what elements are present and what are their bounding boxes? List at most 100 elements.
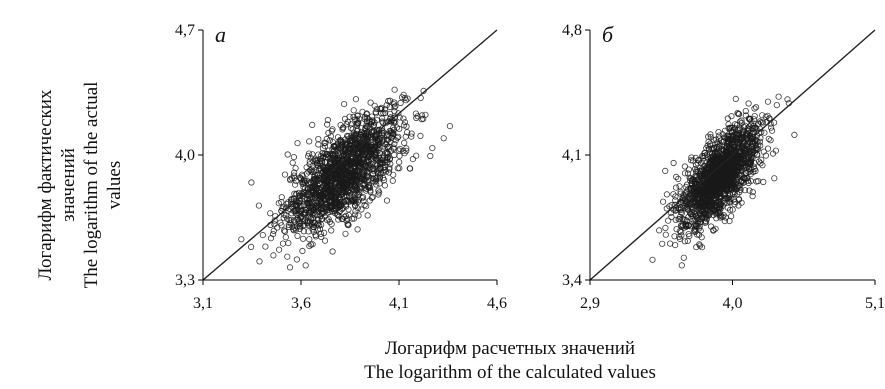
data-point: [356, 115, 363, 122]
data-point: [267, 210, 274, 217]
data-point: [716, 186, 723, 193]
data-point: [396, 152, 403, 159]
data-point: [259, 232, 266, 239]
data-point: [313, 157, 320, 164]
data-point: [340, 148, 347, 155]
data-point: [734, 110, 741, 117]
data-point: [278, 194, 285, 201]
data-point: [694, 231, 701, 238]
data-point: [392, 119, 399, 126]
data-point: [332, 194, 339, 201]
data-point: [693, 172, 700, 179]
data-point: [381, 166, 388, 174]
data-point: [341, 147, 348, 154]
data-point: [290, 154, 297, 161]
data-point: [319, 159, 326, 166]
data-point: [299, 247, 306, 255]
data-point: [317, 198, 325, 205]
data-point: [362, 124, 369, 132]
data-point: [768, 127, 776, 134]
data-point: [313, 203, 320, 210]
data-point: [717, 205, 724, 212]
data-point: [364, 173, 371, 180]
data-point: [302, 262, 309, 269]
data-point: [680, 254, 687, 261]
data-point: [300, 202, 308, 209]
data-point: [697, 198, 704, 205]
data-point: [746, 123, 753, 130]
data-point: [715, 193, 723, 200]
data-point: [673, 226, 680, 233]
data-point: [735, 196, 743, 203]
data-point: [336, 199, 343, 206]
data-point: [791, 131, 798, 138]
data-point: [670, 191, 677, 198]
data-point: [707, 134, 714, 141]
data-point: [309, 151, 316, 158]
data-point: [742, 108, 749, 115]
data-point: [375, 187, 382, 194]
data-point: [762, 152, 770, 159]
data-point: [341, 193, 348, 200]
data-point: [299, 235, 307, 242]
data-point: [340, 124, 347, 131]
data-point: [681, 224, 688, 231]
data-point: [721, 164, 729, 171]
data-point: [328, 227, 335, 234]
panel-label: б: [602, 22, 614, 47]
data-point: [331, 144, 338, 151]
data-point: [351, 163, 358, 170]
data-point: [715, 198, 723, 205]
data-point: [329, 203, 337, 210]
data-point: [748, 118, 755, 125]
data-point: [270, 252, 277, 259]
data-point: [348, 173, 355, 180]
data-point: [724, 140, 731, 147]
data-point: [731, 190, 738, 197]
data-point: [318, 233, 325, 240]
data-point: [323, 204, 330, 211]
data-point: [688, 201, 695, 208]
data-point: [294, 140, 301, 147]
data-point: [727, 185, 734, 192]
data-point: [291, 181, 299, 188]
data-point: [343, 170, 350, 177]
data-point: [727, 166, 734, 173]
data-point: [284, 253, 291, 260]
data-point: [302, 209, 309, 216]
data-point: [391, 108, 398, 115]
data-point: [326, 208, 333, 215]
data-point: [248, 243, 255, 250]
data-point: [708, 177, 715, 184]
data-point: [741, 187, 749, 194]
data-point: [304, 195, 311, 202]
data-point: [324, 116, 331, 124]
data-point: [379, 157, 386, 164]
data-point: [725, 125, 732, 132]
data-point: [339, 152, 346, 160]
data-point: [735, 111, 743, 118]
y-tick-label: 4,1: [562, 147, 582, 164]
data-point: [321, 150, 328, 157]
data-point: [317, 212, 324, 220]
data-point: [350, 107, 357, 114]
data-point: [387, 128, 394, 135]
data-point: [751, 105, 758, 112]
data-point: [322, 187, 329, 194]
data-point: [753, 178, 760, 185]
data-point: [315, 141, 322, 148]
data-point: [369, 146, 376, 153]
data-point: [358, 206, 365, 213]
x-axis-label-line1: Логарифм расчетных значений: [384, 338, 636, 359]
data-point: [737, 178, 744, 185]
data-point: [662, 231, 669, 238]
data-point: [784, 96, 791, 103]
data-point: [312, 175, 319, 182]
data-point: [775, 93, 782, 100]
data-point: [764, 145, 772, 152]
data-point: [322, 193, 329, 200]
data-point: [351, 168, 358, 175]
data-point: [696, 223, 703, 230]
x-tick-label: 4,6: [487, 295, 507, 312]
data-point: [665, 217, 672, 224]
